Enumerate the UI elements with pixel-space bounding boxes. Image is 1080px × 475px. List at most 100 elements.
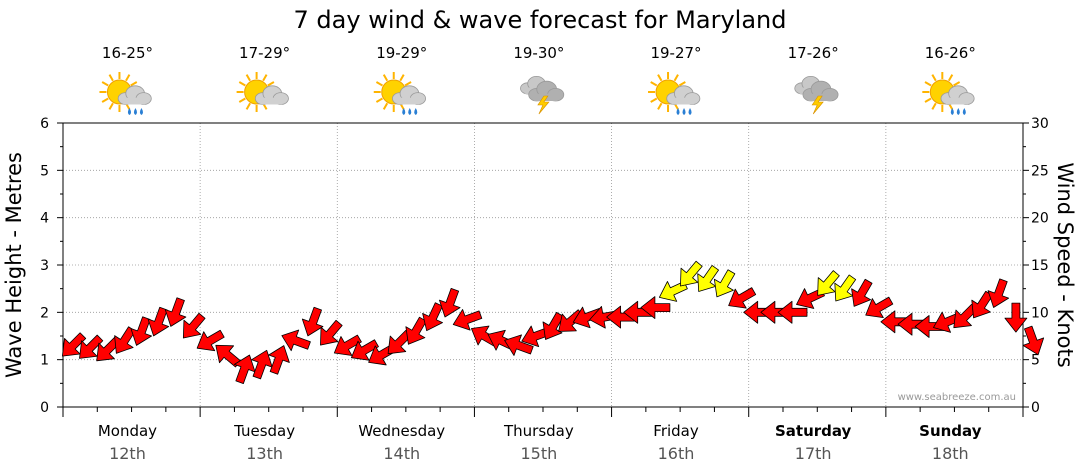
day-label: Tuesday <box>233 422 295 440</box>
wind-arrow <box>333 334 362 356</box>
wind-arrow <box>713 269 736 298</box>
wind-arrow <box>542 311 564 340</box>
left-tick-label: 1 <box>40 353 49 369</box>
wind-arrow <box>728 287 757 309</box>
left-tick-label: 0 <box>40 400 49 416</box>
temperature-label: 19-27° <box>650 44 701 62</box>
right-tick-label: 10 <box>1031 305 1049 321</box>
temperature-label: 17-29° <box>239 44 290 62</box>
sun-ray <box>125 74 131 82</box>
wind-arrow <box>817 270 840 296</box>
wind-arrow <box>452 309 483 331</box>
rain-drop <box>956 108 960 115</box>
sun-ray <box>924 81 932 87</box>
wind-arrow <box>422 302 443 332</box>
rain-drop <box>127 108 131 115</box>
wind-arrow <box>697 265 720 292</box>
rain-drop <box>408 108 412 115</box>
temperature-label: 17-26° <box>788 44 839 62</box>
sun-ray <box>238 97 246 103</box>
left-axis: 0 1 2 3 4 5 6 <box>40 116 63 416</box>
sun-ray <box>130 81 138 87</box>
rain-drop <box>682 108 686 115</box>
wind-arrow <box>777 300 808 324</box>
wind-arrow <box>320 319 343 346</box>
temperature-label: 16-25° <box>102 44 153 62</box>
sun-ray <box>924 97 932 103</box>
cloud-base <box>260 97 283 105</box>
cloud-base <box>123 97 146 105</box>
partly-cloudy-rain-icon <box>99 72 152 115</box>
sun-ray <box>101 81 109 87</box>
thunderstorm-icon <box>794 76 839 115</box>
sun-ray <box>108 74 114 82</box>
temperature-label: 16-26° <box>925 44 976 62</box>
wind-arrow <box>680 260 703 287</box>
sun-ray <box>267 81 275 87</box>
wind-arrow <box>79 334 104 359</box>
partly-cloudy-rain-icon <box>922 72 975 115</box>
sun-ray <box>650 97 658 103</box>
grid <box>63 123 1023 407</box>
day-label: Sunday <box>919 422 982 440</box>
sun-ray <box>931 102 937 110</box>
wind-arrow <box>147 306 170 337</box>
date-label: 13th <box>246 444 283 463</box>
left-tick-label: 6 <box>40 116 49 132</box>
day-label: Thursday <box>503 422 574 440</box>
right-tick-label: 15 <box>1031 258 1049 274</box>
rain-drop <box>962 108 966 115</box>
day-label: Wednesday <box>358 422 445 440</box>
right-tick-label: 5 <box>1031 353 1040 369</box>
chart-title: 7 day wind & wave forecast for Maryland <box>294 6 787 34</box>
sun-ray <box>678 81 686 87</box>
partly-cloudy-rain-icon <box>373 72 426 115</box>
date-label: 17th <box>795 444 832 463</box>
day-headers: 16-25° 17-29° 19-29° 19-30° 19-27° 17-26° 16-2… <box>99 44 976 115</box>
sun-ray <box>382 102 389 110</box>
wind-arrow <box>351 339 379 361</box>
wind-arrow <box>865 296 894 319</box>
wind-arrow <box>851 278 873 307</box>
wind-arrow <box>1004 302 1028 333</box>
wind-arrow <box>640 296 671 320</box>
lightning-bolt <box>811 95 824 115</box>
wind-arrow <box>182 312 206 339</box>
wind-arrow <box>251 349 273 380</box>
date-label: 16th <box>658 444 695 463</box>
date-label: 12th <box>109 444 146 463</box>
cloud-base <box>671 97 694 105</box>
sun-ray <box>657 102 663 110</box>
left-tick-label: 3 <box>40 258 49 274</box>
left-tick-label: 5 <box>40 163 49 179</box>
right-tick-label: 0 <box>1031 400 1040 416</box>
sun-ray <box>931 74 937 82</box>
sun-ray <box>404 81 412 87</box>
sun-ray <box>108 102 114 110</box>
wind-arrow <box>301 306 324 337</box>
date-label: 18th <box>932 444 969 463</box>
rain-drop <box>414 108 418 115</box>
wind-arrow <box>196 329 225 352</box>
wind-arrow <box>405 316 427 345</box>
wind-arrow <box>130 316 152 346</box>
sun-ray <box>673 74 679 82</box>
wind-arrow <box>164 297 187 327</box>
sun-ray <box>245 74 251 82</box>
wind-arrow <box>61 332 87 357</box>
wind-arrow <box>1022 325 1045 356</box>
sun-ray <box>382 74 389 82</box>
lightning-bolt <box>537 95 550 115</box>
wind-series <box>61 260 1045 385</box>
right-axis-label: Wind Speed - Knots <box>1053 162 1077 367</box>
sun-ray <box>375 97 383 103</box>
sun-ray <box>245 102 251 110</box>
day-label: Monday <box>98 422 157 440</box>
wind-arrow <box>987 278 1010 308</box>
left-tick-label: 4 <box>40 211 49 227</box>
date-label: 15th <box>520 444 557 463</box>
rain-drop <box>950 108 954 115</box>
x-axis: Monday 12th Tuesday 13th Wednesday 14th Thursd… <box>62 407 1024 463</box>
sun-ray <box>953 81 961 87</box>
rain-drop <box>676 108 680 115</box>
